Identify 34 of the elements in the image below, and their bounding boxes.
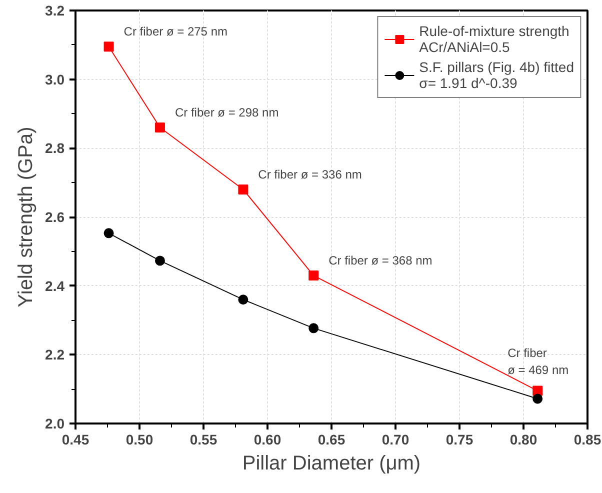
- point: [154, 256, 165, 266]
- point: [104, 42, 114, 52]
- annotation: Cr fiber ø = 336 nm: [258, 167, 362, 182]
- y-tick-label: 2.2: [45, 346, 65, 363]
- point: [532, 394, 543, 404]
- x-tick-label: 0.70: [382, 432, 410, 448]
- x-tick-label: 0.85: [574, 432, 602, 448]
- x-tick-label: 0.75: [446, 432, 474, 448]
- x-tick-label: 0.50: [126, 432, 154, 448]
- point: [308, 270, 319, 281]
- annotation: Cr fiber ø = 368 nm: [328, 254, 432, 268]
- y-tick-label: 2.4: [45, 278, 65, 294]
- x-tick-label: 0.45: [62, 432, 90, 448]
- x-tick-label: 0.60: [254, 432, 282, 448]
- point: [238, 184, 248, 194]
- x-tick-label: 0.65: [318, 432, 346, 448]
- y-tick-label: 3.0: [45, 71, 65, 88]
- annotation: Cr fiber ø = 298 nm: [174, 106, 279, 120]
- annotation: Cr fiber ø = 275 nm: [124, 24, 228, 39]
- y-tick-label: 2.0: [45, 416, 65, 432]
- x-axis-title: Pillar Diameter (μm): [242, 452, 421, 474]
- point: [104, 228, 114, 238]
- y-tick-label: 2.8: [45, 140, 65, 156]
- y-tick-label: 3.2: [45, 2, 65, 18]
- annotation: Cr fiber ø = 469 nm: [508, 346, 569, 377]
- point: [238, 294, 248, 305]
- y-axis-title: Yield strength (GPa): [15, 126, 38, 308]
- legend-label: S.F. pillars (Fig. 4b) fitted σ= 1.91 d^-0.39: [419, 59, 574, 91]
- x-tick-label: 0.55: [190, 432, 218, 448]
- y-tick-label: 2.6: [45, 209, 65, 225]
- point: [154, 122, 165, 133]
- legend-label: Rule-of-mixture strength ACr/ANiAl=0.5: [419, 23, 570, 55]
- point: [308, 323, 319, 334]
- x-tick-label: 0.80: [510, 432, 538, 448]
